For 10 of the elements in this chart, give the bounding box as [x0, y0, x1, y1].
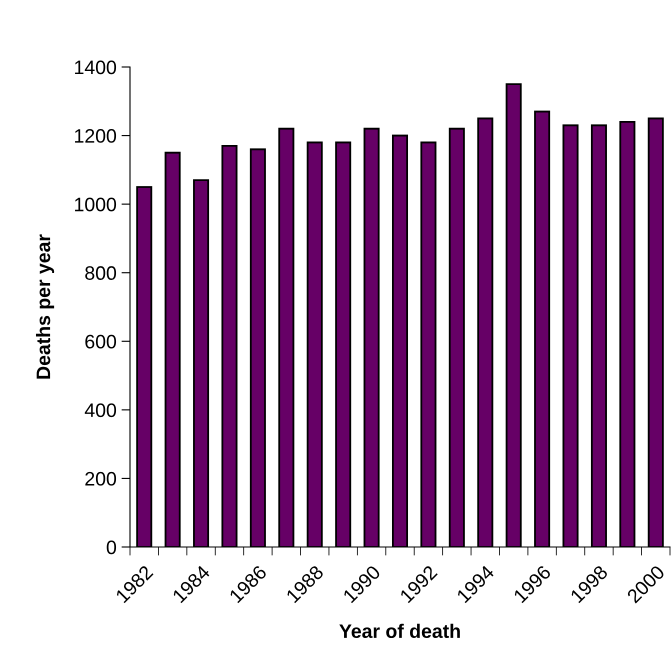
x-axis-title: Year of death: [339, 624, 460, 638]
y-tick-label: 400: [84, 403, 116, 418]
y-axis-title: Deaths per year: [36, 234, 54, 379]
y-tick-label: 1200: [75, 129, 116, 143]
y-tick-label: 0: [106, 540, 116, 554]
y-tick-label: 1400: [75, 60, 116, 74]
y-tick-label: 800: [85, 266, 116, 280]
y-tick-label: 200: [85, 472, 116, 486]
y-tick-label: 600: [85, 334, 116, 349]
y-tick-label: 1000: [75, 198, 116, 212]
